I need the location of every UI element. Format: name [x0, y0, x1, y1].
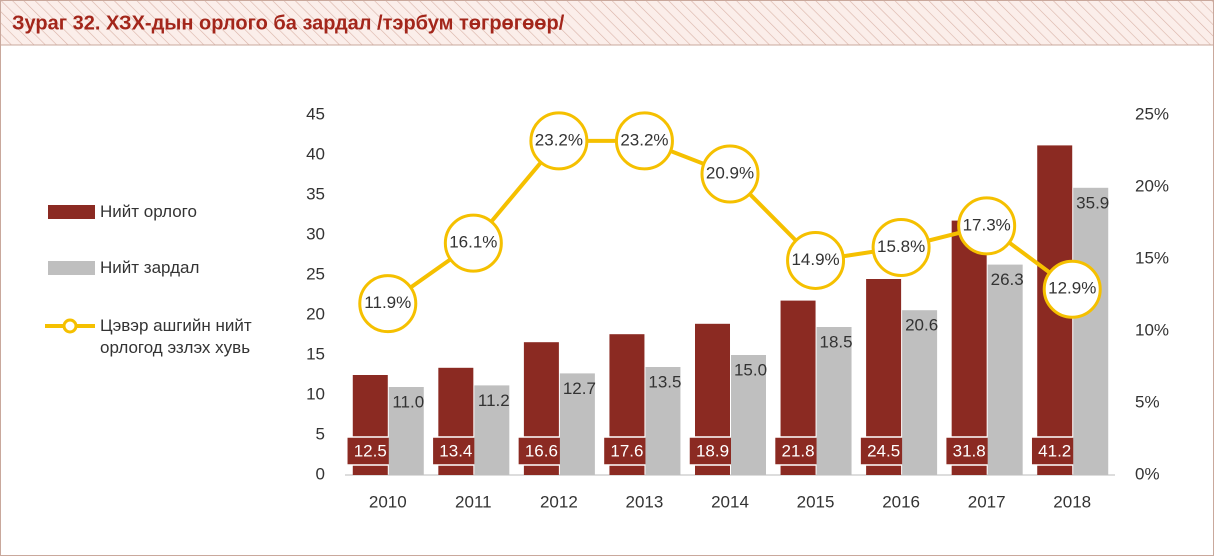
value-label: 20.9% — [706, 164, 754, 183]
bar — [388, 387, 424, 475]
line-marker — [700, 144, 760, 204]
y-tick-label: 25 — [306, 264, 325, 283]
value-label: 13.4 — [439, 441, 472, 460]
value-label: 11.2 — [478, 391, 510, 410]
value-label: 15.0 — [734, 360, 767, 379]
title-band — [1, 1, 1213, 45]
value-label-box — [346, 436, 395, 466]
value-label: 18.9 — [696, 441, 729, 460]
y-tick-label: 20 — [306, 304, 325, 323]
value-label-box — [1030, 436, 1079, 466]
value-label: 11.0 — [392, 392, 424, 411]
value-label: 41.2 — [1038, 441, 1071, 460]
bar — [645, 367, 681, 475]
bar — [731, 355, 766, 475]
value-label: 12.5 — [354, 441, 387, 460]
line-marker — [1042, 259, 1102, 319]
value-label: 14.9% — [791, 250, 839, 269]
bar — [474, 385, 510, 475]
y2-tick-label: 20% — [1135, 176, 1169, 195]
value-label: 17.6 — [610, 441, 643, 460]
value-label: 18.5 — [820, 332, 853, 351]
value-label: 23.2% — [620, 130, 668, 149]
y-tick-label: 35 — [306, 184, 325, 203]
legend-swatch — [48, 205, 95, 219]
y-tick-label: 5 — [316, 424, 325, 443]
legend-label: Цэвэр ашгийн нийт орлогод эзлэх хувь — [100, 316, 252, 357]
legend-marker — [62, 318, 78, 334]
line-marker — [614, 111, 674, 171]
y-tick-label: 45 — [306, 104, 325, 123]
value-label-box — [773, 436, 823, 466]
value-label: 16.1% — [449, 233, 497, 252]
value-label: 35.9 — [1076, 193, 1109, 212]
y-tick-label: 10 — [306, 384, 325, 403]
value-label: 24.5 — [867, 441, 900, 460]
x-tick-label: 2013 — [626, 492, 664, 511]
y-tick-label: 30 — [306, 224, 325, 243]
value-label-box — [431, 436, 481, 466]
value-label: 15.8% — [877, 237, 925, 256]
line-marker — [443, 213, 503, 273]
line-marker — [786, 230, 846, 290]
y2-tick-label: 5% — [1135, 392, 1160, 411]
line-marker — [871, 217, 931, 277]
x-tick-label: 2011 — [455, 492, 492, 511]
value-label: 11.9% — [364, 293, 411, 312]
bar — [559, 373, 595, 475]
x-tick-label: 2012 — [540, 492, 578, 511]
value-label: 16.6 — [525, 441, 558, 460]
legend-label: Нийт зардал — [100, 258, 200, 277]
bar — [816, 327, 852, 475]
value-label: 31.8 — [953, 441, 986, 460]
y-tick-label: 0 — [316, 464, 325, 483]
line-marker — [957, 196, 1017, 256]
value-label: 23.2% — [535, 130, 583, 149]
value-label: 12.7 — [563, 379, 596, 398]
legend-swatch — [48, 261, 95, 275]
bar — [902, 310, 938, 475]
y-tick-label: 40 — [306, 144, 325, 163]
value-label: 26.3 — [991, 270, 1024, 289]
value-label-box — [517, 436, 566, 466]
bar — [987, 264, 1023, 475]
value-label: 12.9% — [1048, 279, 1096, 298]
value-label-box — [859, 436, 908, 466]
value-label-box — [944, 436, 994, 466]
y2-tick-label: 0% — [1135, 464, 1160, 483]
x-tick-label: 2018 — [1053, 492, 1091, 511]
y2-tick-label: 15% — [1135, 248, 1169, 267]
chart-title: Зураг 32. ХЗХ-дын орлого ба зардал /тэрб… — [12, 12, 565, 34]
value-label: 13.5 — [648, 372, 681, 391]
value-label: 21.8 — [782, 441, 815, 460]
line-marker — [358, 274, 418, 334]
x-tick-label: 2014 — [711, 492, 749, 511]
y2-tick-label: 25% — [1135, 104, 1169, 123]
value-label: 20.6 — [905, 316, 938, 335]
x-tick-label: 2017 — [968, 492, 1006, 511]
x-tick-label: 2015 — [797, 492, 835, 511]
value-label: 17.3% — [963, 215, 1011, 234]
x-tick-label: 2010 — [369, 492, 407, 511]
value-label-box — [688, 436, 737, 466]
x-tick-label: 2016 — [882, 492, 920, 511]
y2-tick-label: 10% — [1135, 320, 1169, 339]
y-tick-label: 15 — [306, 344, 325, 363]
value-label-box — [602, 436, 652, 466]
line-marker — [529, 111, 589, 171]
bar — [951, 220, 987, 475]
bar — [1073, 187, 1109, 476]
legend-label: Нийт орлого — [100, 202, 197, 221]
